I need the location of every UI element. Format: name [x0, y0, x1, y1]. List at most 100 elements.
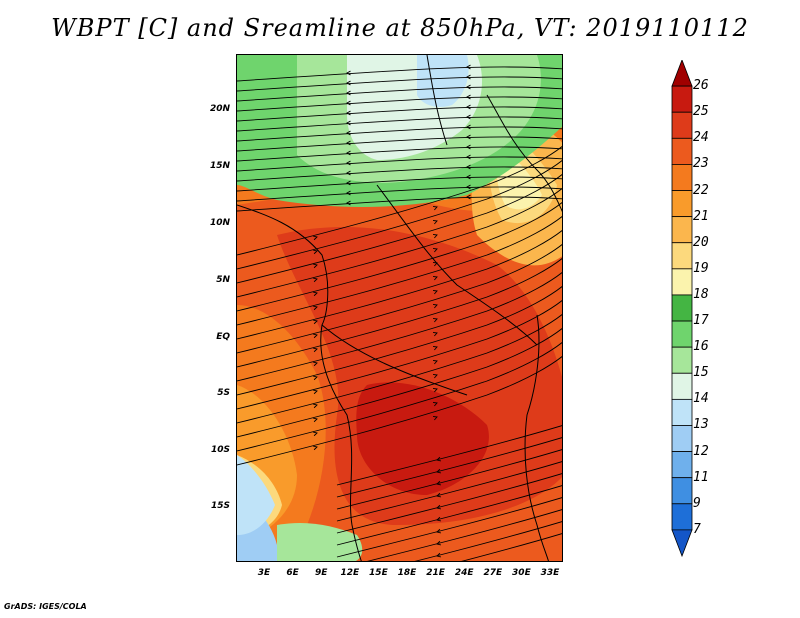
lat-label: 5N	[216, 275, 230, 285]
streamline	[461, 533, 562, 561]
streamline-arrow	[466, 184, 471, 190]
streamline-arrow	[466, 104, 471, 110]
streamline-arrow	[346, 80, 351, 86]
coastline	[376, 184, 538, 346]
lat-label: EQ	[216, 332, 230, 342]
streamline-arrow	[346, 190, 351, 196]
streamline	[237, 188, 562, 298]
streamline-arrow	[313, 375, 318, 381]
lat-label: 5S	[217, 388, 230, 398]
streamline-arrow	[346, 100, 351, 106]
streamline-arrow	[313, 249, 318, 255]
colorbar-swatch	[671, 294, 693, 322]
lon-label: 12E	[340, 568, 360, 578]
colorbar-tick-label: 22	[693, 182, 709, 198]
map-title: WBPT [C] and Sreamline at 850hPa, VT: 20…	[51, 14, 749, 42]
streamline-arrow	[313, 263, 318, 269]
streamline	[237, 202, 562, 312]
streamline	[237, 174, 562, 284]
colorbar-tick-label: 13	[693, 417, 709, 433]
colorbar-swatch	[671, 137, 693, 165]
colorbar-tick-label: 12	[693, 443, 709, 459]
streamline-arrow	[313, 361, 318, 367]
streamline-arrow	[313, 403, 318, 409]
streamline-arrow	[466, 194, 471, 200]
streamline	[237, 86, 562, 102]
colorbar-tick-label: 15	[693, 365, 709, 381]
streamline-arrow	[346, 180, 351, 186]
streamline	[237, 160, 562, 270]
colorbar-tick-label: 26	[693, 78, 709, 94]
colorbar-swatch	[671, 164, 693, 191]
lon-label: 9E	[314, 568, 328, 578]
streamline-arrow	[346, 90, 351, 96]
streamline	[237, 136, 562, 152]
colorbar-tick-label: 24	[693, 130, 709, 146]
lat-label: 20N	[209, 104, 230, 114]
streamline-arrow	[436, 468, 441, 474]
streamline-arrow	[436, 528, 441, 534]
streamline-arrow	[313, 347, 318, 353]
streamline	[336, 497, 562, 558]
colorbar-swatch	[671, 60, 693, 87]
streamline	[237, 126, 562, 142]
streamline-arrow	[346, 200, 351, 206]
streamline-arrow	[436, 552, 441, 558]
wbpt-region	[277, 227, 562, 525]
streamline-arrow	[346, 120, 351, 126]
streamline-arrow	[346, 110, 351, 116]
streamline-arrow	[466, 154, 471, 160]
streamline-arrow	[432, 317, 438, 323]
colorbar-swatch	[671, 503, 693, 531]
streamline-arrow	[466, 114, 471, 120]
streamline-arrow	[436, 504, 441, 510]
lon-label: 21E	[426, 568, 445, 578]
streamline-arrow	[313, 319, 318, 325]
streamline-arrow	[432, 219, 438, 225]
streamline-arrow	[432, 303, 438, 309]
streamline	[237, 286, 562, 396]
streamline-arrow	[313, 291, 318, 297]
streamline	[336, 437, 562, 498]
streamline-arrow	[346, 140, 351, 146]
streamline	[336, 461, 562, 522]
streamline-arrow	[436, 492, 441, 498]
wbpt-region	[277, 523, 363, 561]
streamline-arrow	[346, 130, 351, 136]
map-panel	[236, 54, 563, 562]
colorbar-swatch	[671, 320, 693, 348]
coastline	[524, 314, 549, 561]
streamline-arrow	[466, 64, 471, 70]
streamline-arrow	[432, 373, 438, 379]
colorbar-tick-label: 23	[693, 156, 709, 172]
lat-label: 15N	[209, 161, 230, 171]
lon-label: 27E	[483, 568, 503, 578]
streamline	[237, 76, 562, 92]
lat-label: 10S	[210, 445, 230, 455]
streamline	[237, 166, 562, 182]
streamline-arrow	[313, 445, 318, 451]
streamline	[237, 272, 562, 382]
streamline	[336, 485, 562, 546]
streamline-arrow	[466, 134, 471, 140]
colorbar-tick-label: 17	[693, 313, 709, 329]
streamline-arrow	[432, 289, 438, 295]
streamline-arrow	[432, 331, 438, 337]
lat-label: 10N	[209, 218, 230, 228]
colorbar-swatch	[671, 451, 693, 479]
streamline-arrow	[432, 359, 438, 365]
colorbar-swatch	[671, 398, 693, 426]
colorbar-tick-label: 9	[693, 495, 701, 511]
colorbar-tick-label: 16	[693, 339, 709, 355]
streamline	[237, 314, 562, 424]
lon-label: 15E	[369, 568, 388, 578]
colorbar-tick-label: 20	[693, 234, 709, 250]
streamline	[237, 342, 562, 452]
lon-label: 24E	[454, 568, 474, 578]
streamline-arrow	[432, 387, 438, 393]
streamline-arrow	[466, 74, 471, 80]
coastline	[237, 204, 362, 561]
credit-label: GrADS: IGES/COLA	[4, 602, 87, 611]
streamline-arrow	[313, 417, 318, 423]
colorbar-tick-label: 11	[693, 469, 709, 485]
